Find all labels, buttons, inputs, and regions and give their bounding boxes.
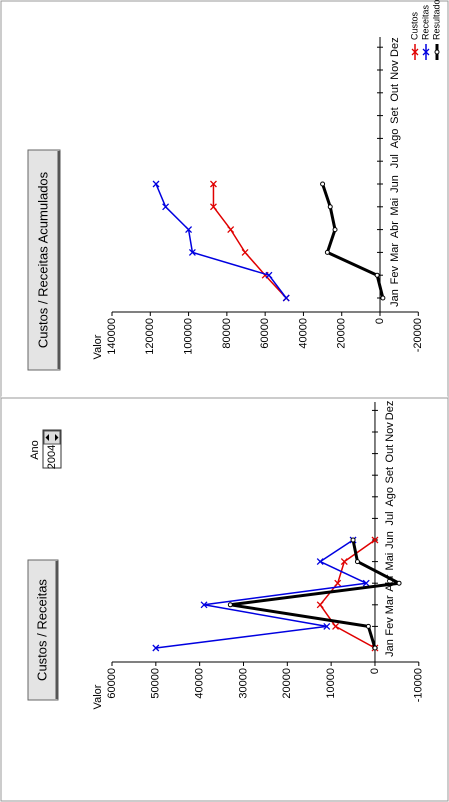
data-point (354, 559, 360, 565)
x-tick-label: Out (389, 84, 401, 102)
x-tick-label: Jun (389, 175, 401, 193)
legend-label: Custos (409, 11, 419, 40)
legend-marker (434, 49, 440, 55)
series-line (212, 184, 287, 299)
data-point (282, 294, 290, 302)
data-point (227, 226, 235, 234)
data-point (365, 623, 371, 629)
spin-button[interactable] (43, 430, 61, 445)
series-line (321, 183, 385, 299)
x-tick-label: Nov (384, 422, 396, 442)
data-point (241, 248, 249, 256)
data-point (152, 180, 160, 188)
data-point (327, 204, 333, 210)
y-tick-label: 40000 (297, 318, 309, 349)
y-axis-title: Valor (92, 684, 104, 709)
data-point (396, 580, 402, 586)
data-point (332, 622, 339, 630)
data-point (210, 203, 217, 211)
y-tick-label: 100000 (182, 318, 194, 355)
data-point (162, 203, 170, 211)
x-tick-label: Ago (384, 487, 396, 507)
x-tick-label: Fev (389, 266, 401, 285)
x-tick-label: Dez (384, 401, 396, 421)
year-value[interactable]: 2004 (46, 445, 58, 469)
y-tick-label: 80000 (221, 318, 233, 349)
y-tick-label: 120000 (144, 318, 156, 355)
data-point (210, 180, 217, 188)
x-tick-label: Fev (384, 617, 396, 636)
y-tick-label: 40000 (194, 668, 206, 699)
x-tick-label: Jan (384, 639, 396, 657)
legend-label: Resultado (431, 0, 441, 40)
data-point (362, 579, 370, 587)
tab-title[interactable]: Custos / Receitas Acumulados (35, 171, 50, 348)
x-tick-label: Jul (389, 154, 401, 168)
x-tick-label: Mar (384, 595, 396, 614)
x-tick-label: Set (384, 467, 396, 484)
y-tick-label: 20000 (336, 318, 348, 349)
data-point (380, 295, 386, 301)
x-tick-label: Jan (389, 289, 401, 307)
y-tick-label: 0 (369, 668, 381, 674)
data-point (374, 272, 380, 278)
y-tick-label: -10000 (413, 668, 425, 702)
y-tick-label: 20000 (281, 668, 293, 699)
legend-label: Receitas (420, 4, 430, 40)
data-point (152, 644, 160, 652)
y-axis-title: Valor (92, 334, 104, 359)
x-tick-label: Mai (384, 553, 396, 571)
data-point (316, 558, 324, 566)
data-point (200, 601, 208, 609)
y-tick-label: 30000 (237, 668, 249, 699)
x-tick-label: Mar (389, 243, 401, 262)
data-point (334, 579, 342, 587)
data-point (371, 536, 379, 544)
x-tick-label: Mai (389, 198, 401, 216)
series-line (319, 539, 376, 649)
y-tick-label: 0 (374, 318, 386, 324)
y-tick-label: 60000 (106, 668, 118, 699)
data-point (227, 602, 233, 608)
x-tick-label: Set (389, 107, 401, 124)
data-point (188, 248, 196, 256)
x-tick-label: Dez (389, 37, 401, 57)
x-tick-label: Out (384, 445, 396, 463)
x-tick-label: Nov (389, 60, 401, 80)
x-tick-label: Jun (384, 531, 396, 549)
data-point (350, 537, 356, 543)
y-tick-label: 50000 (150, 668, 162, 699)
year-label: Ano (29, 440, 41, 460)
data-point (340, 558, 348, 566)
y-tick-label: 10000 (325, 668, 337, 699)
series-line (228, 539, 401, 649)
x-tick-label: Abr (389, 221, 401, 238)
data-point (324, 249, 330, 255)
data-point (323, 622, 331, 630)
spin-arrows[interactable] (45, 434, 59, 441)
data-point (332, 227, 338, 233)
data-point (265, 271, 273, 279)
y-tick-label: 60000 (259, 318, 271, 349)
x-tick-label: Jul (384, 511, 396, 525)
data-point (185, 226, 193, 234)
data-point (316, 601, 324, 609)
y-tick-label: 140000 (106, 318, 118, 355)
tab-title[interactable]: Custos / Receitas (34, 579, 49, 681)
series-line (155, 183, 287, 299)
legend-marker (422, 48, 430, 56)
x-tick-label: Ago (389, 129, 401, 149)
series-line (155, 539, 367, 649)
data-point (372, 645, 378, 651)
legend-marker (411, 48, 419, 56)
y-tick-label: -20000 (412, 318, 424, 352)
data-point (320, 181, 326, 187)
